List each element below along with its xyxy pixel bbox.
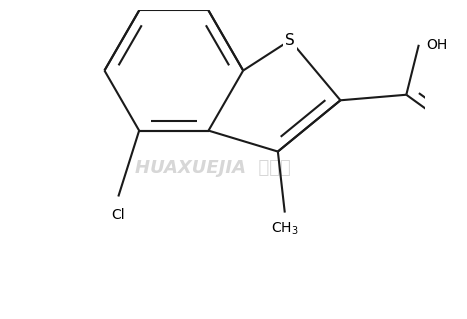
Text: HUAXUEJIA  化学加: HUAXUEJIA 化学加 <box>135 160 291 177</box>
Text: OH: OH <box>426 38 448 52</box>
Text: Cl: Cl <box>112 208 125 222</box>
Text: CH$_3$: CH$_3$ <box>271 220 298 237</box>
Text: S: S <box>285 33 295 48</box>
